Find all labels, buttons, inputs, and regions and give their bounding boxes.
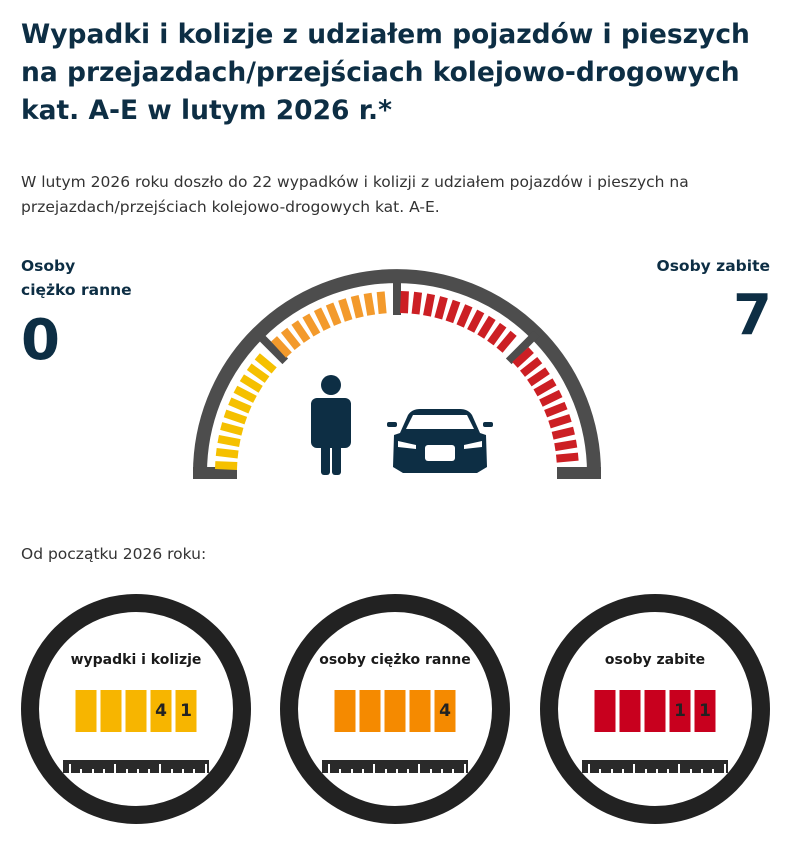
- gauge-tick: [254, 353, 277, 374]
- gauge-frame: [193, 269, 601, 479]
- gauge-tick: [434, 296, 448, 320]
- gauge-tick: [399, 290, 409, 314]
- gauge-divider: [505, 330, 540, 365]
- digit-box: 4: [434, 690, 456, 732]
- digit-box: [594, 690, 616, 732]
- injured-label-line2: ciężko ranne: [21, 281, 132, 299]
- gauge-tick: [233, 385, 257, 403]
- digit-box: [359, 690, 381, 732]
- gauge-tick: [477, 315, 496, 339]
- counter-title: wypadki i kolizje: [70, 652, 202, 668]
- injured-label-line1: Osoby: [21, 257, 76, 275]
- gauge-tick: [539, 389, 563, 407]
- since-label: Od początku 2026 roku:: [21, 545, 207, 563]
- ruler-icon: [63, 760, 209, 773]
- digit-box: [100, 690, 122, 732]
- gauge-tick: [325, 302, 342, 326]
- gauge-tick: [363, 292, 376, 316]
- digit-box: [384, 690, 406, 732]
- gauge-foot-left: [193, 467, 237, 479]
- gauge-tick: [411, 291, 423, 315]
- digit-box: 1: [669, 690, 691, 732]
- counter-circle: osoby zabite 1 1: [540, 594, 770, 824]
- gauge-tick: [445, 299, 461, 324]
- gauge-tick: [246, 363, 270, 383]
- injured-label: Osoby ciężko ranne: [21, 254, 132, 302]
- gauge-tick: [512, 347, 534, 368]
- killed-label: Osoby zabite: [656, 257, 770, 275]
- gauge-tick: [467, 309, 485, 333]
- gauge-tick: [376, 291, 387, 315]
- gauge-foot-right: [557, 467, 601, 479]
- gauge-tick: [555, 452, 579, 463]
- gauge-tick: [217, 434, 241, 447]
- injured-value: 0: [21, 308, 60, 373]
- gauge-tick: [223, 409, 248, 425]
- gauge-tick: [548, 414, 572, 429]
- gauge-tick: [456, 304, 473, 328]
- gauge-tick: [527, 367, 550, 387]
- gauge-tick: [215, 447, 239, 459]
- gauge-tick: [496, 330, 517, 353]
- digit-box: [75, 690, 97, 732]
- gauge-tick: [487, 322, 507, 346]
- gauge-tick: [313, 307, 331, 331]
- gauge-tick: [271, 336, 292, 358]
- gauge-ticks: [214, 290, 579, 471]
- gauge-tick: [291, 320, 311, 343]
- person-icon: [311, 375, 351, 475]
- counter-circle: wypadki i kolizje 4 1: [21, 594, 251, 824]
- digit-box: 4: [150, 690, 172, 732]
- gauge-tick: [302, 313, 321, 337]
- counter-title: osoby ciężko ranne: [319, 652, 471, 668]
- gauge-tick: [544, 401, 568, 418]
- digit-box: [619, 690, 641, 732]
- gauge-tick: [554, 439, 578, 452]
- gauge-tick: [214, 461, 238, 471]
- gauge-tick: [350, 295, 364, 319]
- gauge-tick: [533, 378, 557, 397]
- digit-box: 1: [694, 690, 716, 732]
- car-icon: [387, 409, 493, 473]
- gauge-divider: [254, 330, 289, 365]
- gauge-tick: [519, 356, 543, 377]
- gauge-tick: [423, 293, 436, 317]
- digit-box: [409, 690, 431, 732]
- counter-title: osoby zabite: [604, 652, 706, 668]
- gauge-tick: [220, 422, 244, 436]
- killed-value: 7: [733, 283, 772, 348]
- digit-box: 1: [175, 690, 197, 732]
- intro-text: W lutym 2026 roku doszło do 22 wypadków …: [21, 173, 689, 216]
- gauge-tick: [228, 397, 252, 414]
- counter-circle: osoby ciężko ranne 4: [280, 594, 510, 824]
- gauge: [193, 269, 601, 479]
- ruler-icon: [322, 760, 468, 773]
- digit-display: 4: [334, 690, 456, 732]
- ruler-icon: [582, 760, 728, 773]
- gauge-tick: [280, 327, 301, 351]
- digit-box: [125, 690, 147, 732]
- gauge-tick: [338, 298, 353, 322]
- digit-box: [334, 690, 356, 732]
- page-title: Wypadki i kolizje z udziałem pojazdów i …: [21, 19, 750, 126]
- gauge-tick: [239, 374, 263, 393]
- digit-box: [644, 690, 666, 732]
- gauge-tick: [551, 426, 575, 440]
